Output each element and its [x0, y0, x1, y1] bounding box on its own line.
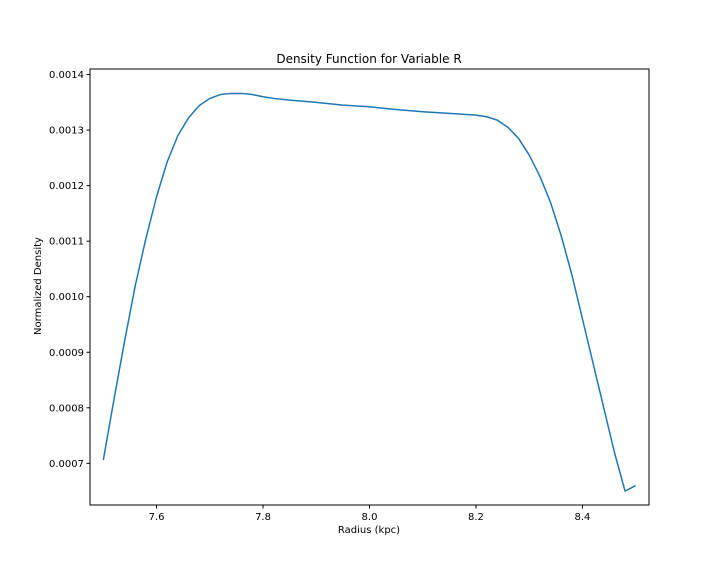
x-tick-label-3: 8.2: [468, 512, 484, 523]
plot-area: 7.6 7.8 8.0 8.2 8.4 0.0007 0.0008 0.0009 0.0010 0…: [49, 68, 650, 523]
x-tick-label-2: 8.0: [362, 512, 378, 523]
y-axis-label: Normalized Density: [33, 237, 44, 335]
y-tick-label-1: 0.0008: [49, 403, 84, 414]
y-tick-label-7: 0.0014: [49, 70, 84, 81]
y-tick-label-3: 0.0010: [49, 292, 84, 303]
y-tick-label-0: 0.0007: [49, 459, 84, 470]
y-tick-label-6: 0.0013: [49, 126, 84, 137]
chart-title: Density Function for Variable R: [276, 52, 461, 66]
x-tick-label-4: 8.4: [574, 512, 590, 523]
y-tick-label-2: 0.0009: [49, 348, 84, 359]
x-axis-label: Radius (kpc): [338, 525, 400, 536]
x-tick-label-1: 7.8: [255, 512, 271, 523]
y-tick-label-5: 0.0012: [49, 181, 84, 192]
x-tick-label-0: 7.6: [149, 512, 165, 523]
series-line-0: [102, 92, 637, 492]
y-tick-label-4: 0.0011: [49, 237, 84, 248]
